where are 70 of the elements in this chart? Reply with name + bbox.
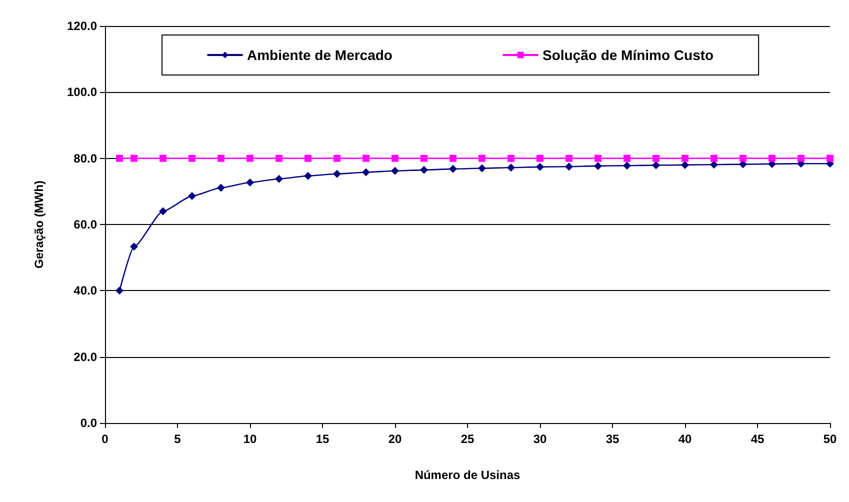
- point: [304, 154, 312, 162]
- point: [188, 154, 196, 162]
- x-tick-label: 25: [460, 432, 474, 446]
- point: [623, 162, 631, 170]
- point: [826, 154, 834, 162]
- point: [478, 164, 486, 172]
- point: [710, 154, 718, 162]
- point: [536, 162, 544, 171]
- point: [652, 154, 660, 162]
- point: [275, 174, 283, 183]
- x-tick-label: 0: [102, 432, 109, 446]
- point: [334, 154, 340, 162]
- y-tick-label: 100.0: [66, 85, 98, 100]
- point: [508, 154, 514, 162]
- point: [420, 154, 428, 162]
- point: [304, 172, 312, 180]
- point: [217, 184, 225, 192]
- point: [768, 154, 776, 162]
- point: [681, 160, 689, 169]
- point: [420, 166, 428, 174]
- point: [362, 168, 370, 176]
- point: [246, 178, 254, 186]
- x-tick-label: 45: [750, 432, 764, 446]
- point: [798, 154, 804, 162]
- point: [116, 154, 123, 162]
- x-tick-label: 20: [388, 432, 402, 446]
- x-tick-label: 30: [533, 432, 547, 446]
- point: [565, 162, 573, 171]
- x-tick-label: 40: [678, 432, 692, 446]
- point: [130, 242, 138, 251]
- point: [276, 154, 282, 162]
- x-tick-label: 50: [823, 432, 837, 446]
- point: [130, 154, 138, 162]
- point: [449, 164, 457, 173]
- point: [710, 160, 718, 169]
- point: [478, 154, 486, 162]
- point: [594, 162, 602, 170]
- y-tick-label: 40.0: [74, 284, 98, 298]
- point: [624, 154, 630, 162]
- y-tick-label: 0.0: [80, 416, 98, 430]
- point: [188, 192, 196, 200]
- x-tick-label: 10: [243, 432, 257, 446]
- point: [218, 154, 224, 162]
- y-tick-label: 80.0: [74, 151, 98, 166]
- legend-label: Solução de Mínimo Custo: [542, 47, 714, 63]
- y-tick-label: 60.0: [74, 218, 98, 232]
- point: [450, 154, 456, 162]
- point: [246, 154, 254, 162]
- point: [566, 154, 572, 162]
- point: [333, 170, 341, 178]
- x-axis-title: Número de Usinas: [414, 468, 520, 482]
- point: [392, 154, 398, 162]
- x-tick-label: 15: [316, 432, 330, 446]
- point: [682, 154, 688, 162]
- y-tick-label: 120.0: [66, 19, 98, 33]
- y-tick-label: 20.0: [74, 350, 98, 364]
- point: [160, 154, 166, 162]
- y-axis-title: Geração (MWh): [32, 180, 46, 269]
- point: [507, 164, 515, 172]
- x-tick-label: 35: [606, 432, 620, 446]
- point: [159, 207, 167, 216]
- point: [391, 166, 399, 175]
- point: [116, 286, 124, 295]
- point: [652, 161, 660, 170]
- x-tick-label: 5: [174, 432, 182, 446]
- point: [536, 154, 544, 162]
- legend-label: Ambiente de Mercado: [247, 47, 392, 63]
- point: [362, 154, 370, 162]
- point: [594, 154, 602, 162]
- point: [740, 154, 746, 162]
